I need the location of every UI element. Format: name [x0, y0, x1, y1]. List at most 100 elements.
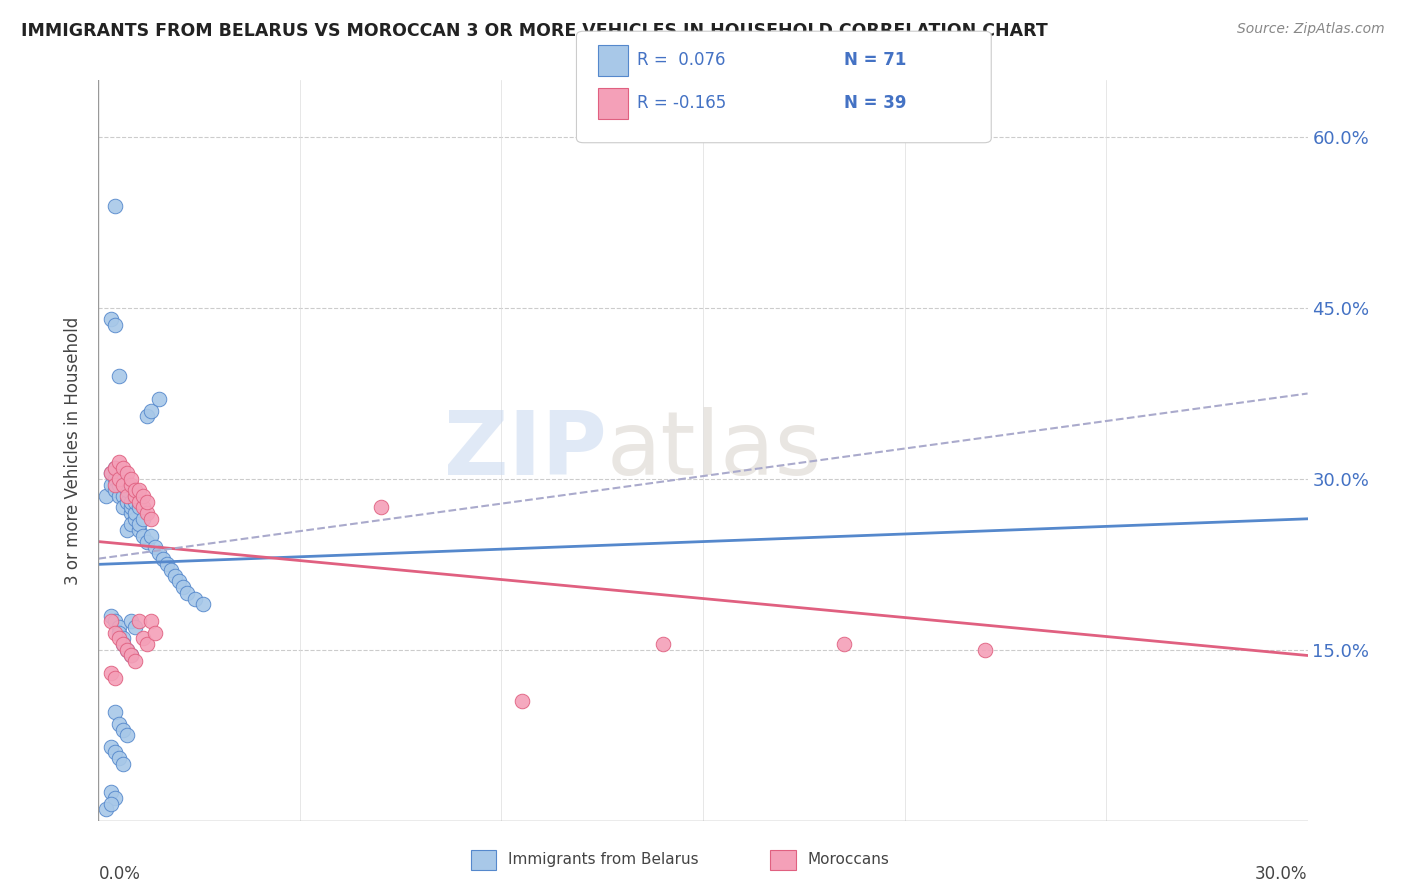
Point — [100, 467, 122, 481]
Point — [124, 654, 146, 668]
Point — [184, 591, 207, 606]
Point — [115, 467, 138, 481]
Point — [115, 477, 138, 491]
Point — [128, 523, 150, 537]
Point — [128, 615, 150, 629]
Point — [974, 642, 997, 657]
Point — [132, 529, 155, 543]
Point — [651, 637, 673, 651]
Point — [107, 477, 129, 491]
Point — [160, 563, 183, 577]
Point — [128, 517, 150, 532]
Point — [152, 551, 174, 566]
Point — [120, 494, 142, 508]
Text: R =  0.076: R = 0.076 — [637, 51, 725, 69]
Point — [128, 494, 150, 508]
Point — [132, 489, 155, 503]
Point — [139, 615, 162, 629]
Point — [135, 506, 157, 520]
Point — [103, 460, 125, 475]
Text: N = 39: N = 39 — [844, 94, 905, 112]
Point — [176, 586, 198, 600]
Text: Moroccans: Moroccans — [807, 853, 889, 867]
Point — [107, 455, 129, 469]
Point — [510, 694, 533, 708]
Point — [111, 632, 134, 646]
Point — [103, 318, 125, 333]
Text: N = 71: N = 71 — [844, 51, 905, 69]
Point — [111, 489, 134, 503]
Point — [107, 620, 129, 634]
Point — [143, 625, 166, 640]
Point — [156, 558, 179, 572]
Point — [103, 745, 125, 759]
Point — [167, 574, 190, 589]
Point — [135, 637, 157, 651]
Point — [103, 472, 125, 486]
Point — [115, 494, 138, 508]
Text: Immigrants from Belarus: Immigrants from Belarus — [508, 853, 699, 867]
Point — [139, 529, 162, 543]
Point — [139, 512, 162, 526]
Point — [139, 403, 162, 417]
Point — [100, 608, 122, 623]
Text: ZIP: ZIP — [443, 407, 606, 494]
Point — [120, 615, 142, 629]
Point — [100, 797, 122, 811]
Point — [103, 625, 125, 640]
Text: 30.0%: 30.0% — [1256, 865, 1308, 883]
Point — [124, 494, 146, 508]
Point — [115, 642, 138, 657]
Point — [124, 483, 146, 498]
Text: Source: ZipAtlas.com: Source: ZipAtlas.com — [1237, 22, 1385, 37]
Point — [115, 642, 138, 657]
Point — [128, 483, 150, 498]
Point — [100, 615, 122, 629]
Point — [120, 472, 142, 486]
Point — [111, 500, 134, 515]
Point — [111, 723, 134, 737]
Point — [111, 756, 134, 771]
Point — [100, 477, 122, 491]
Point — [120, 500, 142, 515]
Point — [103, 198, 125, 212]
Point — [120, 517, 142, 532]
Point — [107, 472, 129, 486]
Point — [124, 620, 146, 634]
Point — [111, 460, 134, 475]
Point — [107, 751, 129, 765]
Point — [148, 392, 170, 407]
Text: atlas: atlas — [606, 407, 821, 494]
Point — [100, 467, 122, 481]
Text: 0.0%: 0.0% — [98, 865, 141, 883]
Point — [128, 500, 150, 515]
Point — [115, 489, 138, 503]
Point — [107, 625, 129, 640]
Point — [100, 665, 122, 680]
Point — [132, 512, 155, 526]
Point — [135, 534, 157, 549]
Point — [96, 489, 118, 503]
Text: IMMIGRANTS FROM BELARUS VS MOROCCAN 3 OR MORE VEHICLES IN HOUSEHOLD CORRELATION : IMMIGRANTS FROM BELARUS VS MOROCCAN 3 OR… — [21, 22, 1047, 40]
Point — [124, 512, 146, 526]
Point — [103, 706, 125, 720]
Point — [135, 409, 157, 424]
Point — [103, 483, 125, 498]
Point — [111, 637, 134, 651]
Point — [100, 739, 122, 754]
Point — [370, 500, 392, 515]
Point — [103, 615, 125, 629]
Point — [111, 472, 134, 486]
Point — [103, 790, 125, 805]
Point — [132, 500, 155, 515]
Point — [103, 671, 125, 685]
Point — [111, 477, 134, 491]
Point — [172, 580, 194, 594]
Point — [124, 489, 146, 503]
Point — [107, 716, 129, 731]
Point — [120, 648, 142, 663]
Point — [115, 523, 138, 537]
Point — [96, 802, 118, 816]
Point — [120, 477, 142, 491]
Point — [107, 489, 129, 503]
